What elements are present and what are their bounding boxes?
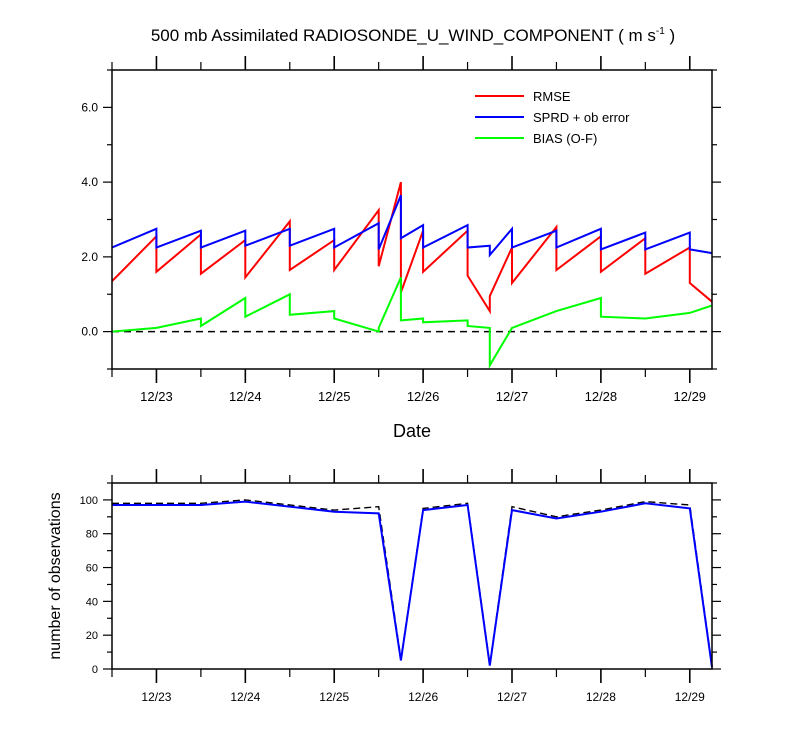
x-tick-label: 12/25 bbox=[319, 690, 349, 704]
y-tick-label: 0.0 bbox=[81, 325, 98, 339]
legend-label: SPRD + ob error bbox=[533, 110, 630, 125]
x-tick-label: 12/26 bbox=[408, 690, 438, 704]
upper-plot: 12/23 12/24 12/25 12/26 12/27 12/28 12/29 0.0 2.… bbox=[81, 56, 721, 441]
series-line-dashed bbox=[112, 499, 713, 666]
y-tick-label: 40 bbox=[86, 596, 98, 608]
lower-plot: 12/23 12/24 12/25 12/26 12/27 12/28 12/29 0 20 40… bbox=[47, 469, 721, 704]
y-tick-label: 0 bbox=[92, 664, 98, 676]
x-tick-label: 12/29 bbox=[674, 389, 707, 404]
x-tick-label: 12/24 bbox=[229, 389, 262, 404]
x-tick-label: 12/25 bbox=[318, 389, 351, 404]
y-tick-label: 6.0 bbox=[81, 100, 98, 114]
x-tick-label: 12/27 bbox=[497, 690, 527, 704]
y-tick-label: 4.0 bbox=[81, 175, 98, 189]
series-line-solid bbox=[112, 500, 713, 668]
x-tick-label: 12/28 bbox=[585, 389, 618, 404]
y-tick-label: 2.0 bbox=[81, 250, 98, 264]
x-tick-label: 12/26 bbox=[407, 389, 440, 404]
legend-label: BIAS (O-F) bbox=[533, 131, 597, 146]
y-tick-label: 100 bbox=[80, 495, 98, 507]
y-axis-label: number of observations bbox=[47, 492, 64, 659]
x-axis-label: Date bbox=[393, 421, 431, 441]
legend-label: RMSE bbox=[533, 89, 571, 104]
x-tick-label: 12/27 bbox=[496, 389, 529, 404]
chart-title: 500 mb Assimilated RADIOSONDE_U_WIND_COM… bbox=[151, 26, 675, 45]
x-tick-label: 12/24 bbox=[230, 690, 260, 704]
y-tick-label: 20 bbox=[86, 630, 98, 642]
series-line-bias-o-f bbox=[111, 276, 713, 369]
x-tick-label: 12/23 bbox=[140, 389, 173, 404]
x-tick-label: 12/29 bbox=[675, 690, 705, 704]
y-tick-label: 60 bbox=[86, 563, 98, 575]
x-tick-label: 12/28 bbox=[586, 690, 616, 704]
x-tick-label: 12/23 bbox=[141, 690, 171, 704]
plot-frame bbox=[111, 482, 713, 670]
y-tick-label: 80 bbox=[86, 529, 98, 541]
plot-frame bbox=[111, 69, 713, 370]
series-line-sprd-ob-error bbox=[111, 194, 713, 258]
